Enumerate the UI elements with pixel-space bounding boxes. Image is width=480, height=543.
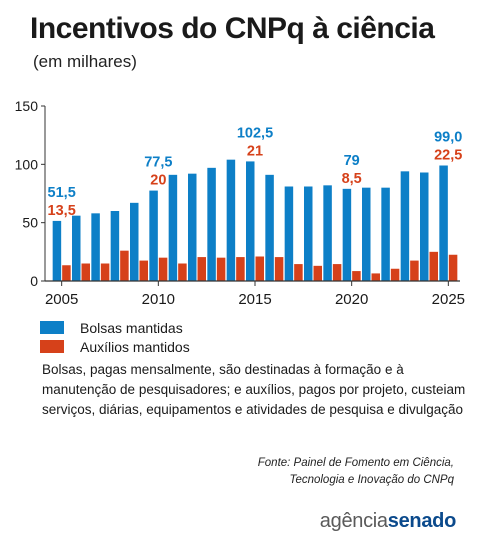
- bar-auxilios-2024: [429, 251, 438, 281]
- legend-item-bolsas: Bolsas mantidas: [40, 318, 190, 337]
- bar-auxilios-2023: [410, 260, 419, 281]
- bar-auxilios-2020: [352, 271, 361, 281]
- bar-bolsas-2014: [226, 159, 236, 281]
- bar-bolsas-2006: [72, 215, 81, 281]
- bar-bolsas-2005: [52, 220, 62, 281]
- bar-bolsas-2024: [420, 172, 429, 281]
- y-tick-label-150: 150: [15, 98, 39, 114]
- bar-auxilios-2011: [178, 263, 187, 281]
- bar-auxilios-2013: [216, 257, 226, 281]
- explanatory-note: Bolsas, pagas mensalmente, são destinada…: [42, 362, 466, 417]
- data-label-auxilios-2020: 8,5: [342, 171, 362, 187]
- bar-bolsas-2020: [342, 188, 352, 281]
- bar-bolsas-2012: [188, 173, 197, 281]
- bar-auxilios-2014: [236, 257, 245, 281]
- source-line-2: Tecnologia e Inovação do CNPq: [289, 474, 454, 486]
- data-label-bolsas-2020: 79: [344, 153, 360, 169]
- bar-bolsas-2019: [323, 185, 332, 281]
- bar-bolsas-2016: [265, 174, 274, 281]
- source-line-1: Fonte: Painel de Fomento em Ciência,: [257, 457, 454, 469]
- bar-bolsas-2022: [381, 187, 390, 281]
- bar-bolsas-2007: [91, 213, 100, 281]
- data-label-auxilios-2010: 20: [150, 173, 166, 189]
- legend-label-auxilios: Auxílios mantidos: [80, 338, 190, 355]
- bar-auxilios-2022: [390, 268, 400, 281]
- bar-bolsas-2011: [168, 174, 178, 281]
- data-label-bolsas-2025: 99,0: [434, 130, 462, 146]
- legend-swatch-bolsas: [40, 321, 64, 334]
- bar-bolsas-2009: [130, 202, 139, 281]
- bar-auxilios-2019: [332, 264, 342, 281]
- bar-auxilios-2010: [158, 257, 168, 281]
- y-tick-label-0: 0: [30, 273, 38, 289]
- bar-bolsas-2015: [246, 161, 255, 281]
- x-tick-label-2010: 2010: [142, 291, 175, 308]
- bar-auxilios-2006: [81, 263, 90, 281]
- bar-bolsas-2010: [149, 190, 158, 281]
- bar-auxilios-2025: [448, 254, 458, 281]
- x-tick-label-2015: 2015: [238, 291, 271, 308]
- bar-auxilios-2016: [274, 257, 284, 281]
- bar-auxilios-2005: [62, 265, 71, 281]
- bar-bolsas-2025: [439, 165, 448, 281]
- x-tick-label-2005: 2005: [45, 291, 78, 308]
- bar-bolsas-2017: [284, 186, 294, 281]
- legend-item-auxilios: Auxílios mantidos: [40, 337, 190, 356]
- data-label-auxilios-2025: 22,5: [434, 148, 462, 164]
- bar-auxilios-2018: [313, 265, 322, 281]
- logo-part-senado: senado: [387, 510, 457, 532]
- data-label-bolsas-2015: 102,5: [237, 125, 273, 141]
- bar-auxilios-2012: [197, 257, 206, 281]
- bar-auxilios-2021: [371, 273, 380, 281]
- legend: Bolsas mantidas Auxílios mantidos: [40, 318, 190, 356]
- data-label-bolsas-2005: 51,5: [48, 185, 76, 201]
- source-credit: Fonte: Painel de Fomento em Ciência, Tec…: [258, 455, 454, 489]
- bar-auxilios-2009: [139, 260, 148, 281]
- bar-bolsas-2023: [400, 171, 410, 281]
- chart-subtitle: (em milhares): [33, 52, 137, 71]
- bar-auxilios-2017: [294, 264, 303, 281]
- bar-bolsas-2013: [207, 167, 216, 281]
- legend-swatch-auxilios: [40, 340, 64, 353]
- logo-part-agencia: agência: [319, 510, 388, 532]
- data-label-auxilios-2005: 13,5: [48, 203, 76, 219]
- chart-title: Incentivos do CNPq à ciência: [30, 12, 435, 45]
- y-tick-label-100: 100: [15, 156, 39, 172]
- y-tick-label-50: 50: [22, 215, 38, 231]
- agencia-senado-logo: agênciasenado: [319, 510, 457, 533]
- x-tick-label-2025: 2025: [432, 291, 465, 308]
- bar-auxilios-2008: [120, 250, 129, 281]
- bar-auxilios-2007: [100, 263, 110, 281]
- x-tick-label-2020: 2020: [335, 291, 368, 308]
- data-label-bolsas-2010: 77,5: [144, 155, 172, 171]
- bar-auxilios-2015: [255, 256, 264, 281]
- data-label-auxilios-2015: 21: [247, 143, 263, 159]
- bar-bolsas-2021: [362, 187, 371, 281]
- bar-chart: 0 50 100 150 2005 2010 2015 2020 2025 51,5 13,5 77,…: [15, 98, 465, 308]
- legend-label-bolsas: Bolsas mantidas: [80, 319, 183, 336]
- bar-bolsas-2018: [304, 186, 313, 281]
- bar-bolsas-2008: [110, 211, 120, 281]
